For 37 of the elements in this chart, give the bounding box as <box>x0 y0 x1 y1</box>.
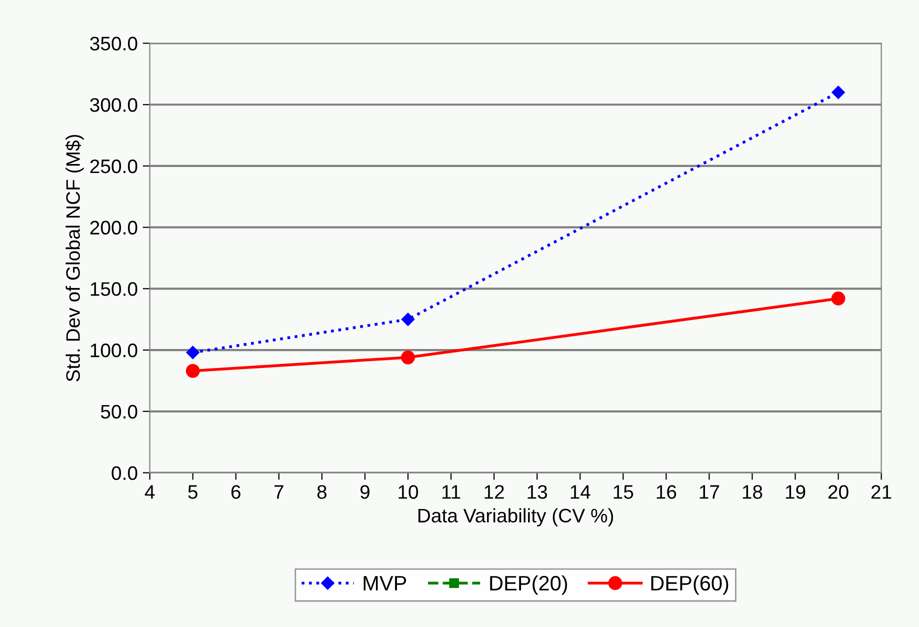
legend-label: DEP(60) <box>651 575 728 595</box>
x-tick-label: 14 <box>570 485 590 499</box>
x-tick-label: 12 <box>484 485 504 499</box>
legend-label: MVP <box>364 576 406 590</box>
x-axis-title: Data Variability (CV %) <box>418 508 614 526</box>
y-tick-label: 300.0 <box>90 98 138 112</box>
x-tick-label: 21 <box>871 485 892 499</box>
y-tick-label: 0.0 <box>112 466 138 480</box>
x-tick-label: 7 <box>274 485 284 499</box>
x-tick-label: 19 <box>786 485 806 499</box>
point <box>186 346 200 360</box>
x-tick-label: 20 <box>828 485 848 499</box>
y-tick-label: 150.0 <box>90 282 138 296</box>
x-tick-label: 4 <box>144 485 155 499</box>
x-tick-label: 18 <box>742 485 762 499</box>
y-tick-label: 200.0 <box>90 220 138 235</box>
y-tick-label: 50.0 <box>100 404 138 419</box>
x-tick-label: 5 <box>188 485 198 499</box>
y-tick-label: 350.0 <box>90 36 138 50</box>
x-tick-label: 6 <box>231 485 240 499</box>
point <box>401 312 415 326</box>
x-tick-label: 8 <box>317 485 326 499</box>
x-tick-label: 9 <box>360 485 370 499</box>
point <box>186 364 200 378</box>
point <box>832 86 845 99</box>
point <box>401 350 415 364</box>
y-axis-title: Std. Dev of Global NCF (M$) <box>65 134 84 382</box>
x-tick-label: 16 <box>656 485 676 499</box>
point <box>831 292 846 306</box>
x-tick-label: 17 <box>700 485 720 499</box>
x-tick-label: 11 <box>442 485 460 499</box>
x-tick-label: 10 <box>398 485 418 499</box>
legend-label: DEP(20) <box>490 575 568 595</box>
x-tick-label: 13 <box>528 485 548 499</box>
y-tick-label: 250.0 <box>90 159 138 174</box>
y-tick-label: 100.0 <box>90 344 138 358</box>
x-tick-label: 15 <box>614 485 634 499</box>
